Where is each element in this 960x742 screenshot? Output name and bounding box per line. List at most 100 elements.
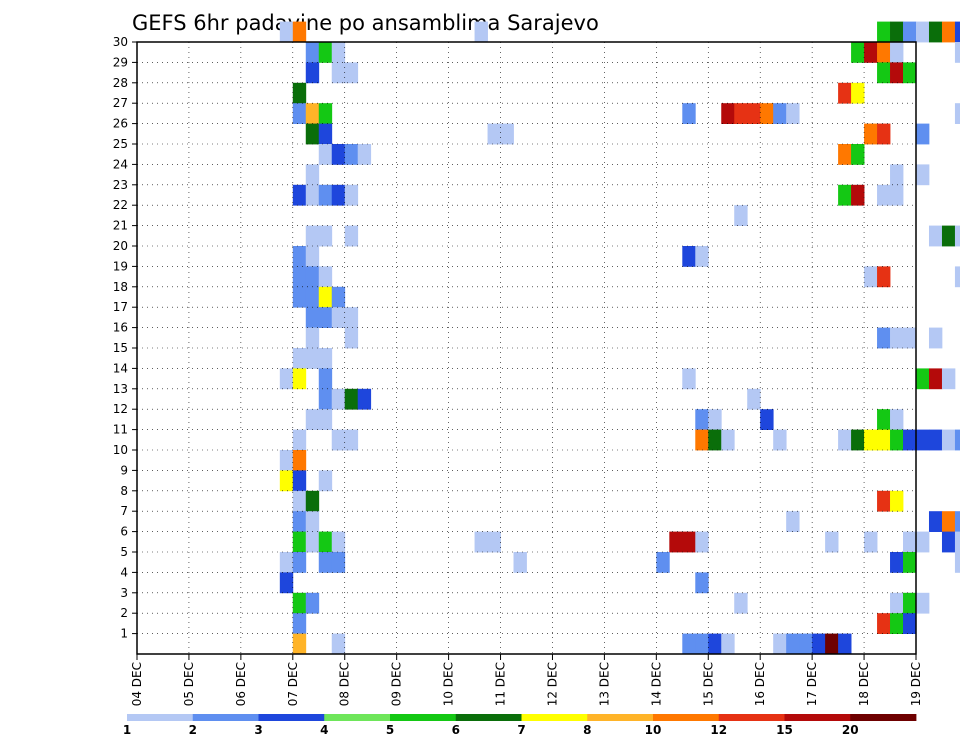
heatmap-cell	[487, 123, 501, 145]
heatmap-cell	[773, 103, 787, 124]
x-tick-label: 09 DEC	[390, 662, 404, 706]
heatmap-cell	[318, 123, 333, 145]
y-tick-label: 11	[113, 423, 128, 437]
heatmap-cell	[916, 531, 930, 553]
heatmap-cell	[318, 103, 333, 124]
heatmap-cell	[292, 613, 307, 634]
heatmap-cell	[773, 633, 787, 655]
heatmap-cell	[890, 490, 904, 512]
heatmap-cell	[344, 307, 359, 328]
heatmap-cell	[305, 490, 320, 512]
x-tick-label: 06 DEC	[234, 662, 248, 706]
heatmap-cell	[292, 511, 307, 532]
y-tick-label: 27	[113, 96, 128, 110]
heatmap-cell	[928, 429, 943, 451]
heatmap-cell	[695, 531, 709, 553]
y-tick-label: 13	[113, 382, 128, 396]
heatmap-cell	[747, 103, 761, 124]
heatmap-cell	[734, 103, 748, 124]
heatmap-cell	[318, 286, 333, 308]
heatmap-cell	[279, 450, 294, 471]
heatmap-cell	[344, 225, 359, 247]
heatmap-cell	[954, 103, 960, 124]
color-scale-label: 20	[842, 723, 859, 737]
y-tick-label: 28	[113, 76, 128, 90]
heatmap-cell	[864, 531, 878, 553]
heatmap-cell	[786, 511, 800, 532]
heatmap-cell	[812, 633, 826, 655]
heatmap-cell	[954, 511, 960, 532]
heatmap-cell	[292, 184, 307, 206]
heatmap-cell	[954, 21, 960, 43]
heatmap-cell	[877, 21, 891, 43]
y-tick-label: 17	[113, 300, 128, 314]
heatmap-cell	[292, 266, 307, 288]
heatmap-cell	[292, 552, 307, 573]
heatmap-cell	[786, 103, 800, 124]
heatmap-cell	[954, 225, 960, 247]
heatmap-cell	[305, 123, 320, 145]
color-scale-swatch	[718, 714, 785, 721]
heatmap-cell	[877, 490, 891, 512]
y-tick-label: 16	[113, 321, 128, 335]
y-tick-label: 4	[120, 565, 128, 579]
heatmap-cell	[305, 164, 320, 186]
heatmap-cell	[487, 531, 501, 553]
y-tick-label: 22	[113, 198, 128, 212]
heatmap-cell	[357, 144, 372, 165]
heatmap-cell	[695, 633, 709, 655]
heatmap-cell	[928, 368, 943, 390]
color-scale-swatch	[324, 714, 391, 721]
heatmap-cell	[877, 266, 891, 288]
heatmap-cell	[916, 164, 930, 186]
heatmap-cell	[682, 103, 696, 124]
y-tick-label: 6	[120, 525, 128, 539]
heatmap-cell	[318, 144, 333, 165]
heatmap-cell	[773, 429, 787, 451]
heatmap-cell	[890, 429, 904, 451]
heatmap-cell	[903, 592, 917, 614]
heatmap-cell	[357, 388, 372, 410]
heatmap-cell	[331, 552, 346, 573]
heatmap-cell	[305, 307, 320, 328]
heatmap-cell	[331, 429, 346, 451]
heatmap-cell	[474, 21, 488, 43]
heatmap-cell	[682, 368, 696, 390]
heatmap-cell	[851, 429, 865, 451]
heatmap-cell	[916, 429, 930, 451]
heatmap-cell	[708, 409, 722, 430]
x-tick-label: 10 DEC	[442, 662, 456, 706]
heatmap-cell	[708, 429, 722, 451]
heatmap-cell	[734, 205, 748, 226]
heatmap-cell	[279, 552, 294, 573]
x-tick-label: 19 DEC	[909, 662, 923, 706]
heatmap-cell	[318, 348, 333, 369]
x-tick-label: 13 DEC	[597, 662, 611, 706]
heatmap-cell	[825, 633, 839, 655]
heatmap-cell	[682, 633, 696, 655]
heatmap-cell	[916, 592, 930, 614]
heatmap-cell	[305, 531, 320, 553]
heatmap-cell	[344, 327, 359, 349]
color-scale-label: 5	[386, 723, 394, 737]
y-tick-label: 30	[113, 35, 128, 49]
heatmap-cell	[279, 572, 294, 594]
y-tick-label: 26	[113, 117, 128, 131]
x-axis-ticks: 04 DEC 05 DEC 06 DEC 07 DEC 08 DEC 09 DEC 10 D…	[130, 654, 923, 706]
heatmap-cell	[305, 103, 320, 124]
heatmap-cell	[838, 184, 852, 206]
heatmap-cell	[954, 531, 960, 553]
heatmap-cell	[941, 21, 956, 43]
heatmap-cell	[941, 429, 956, 451]
y-tick-label: 12	[113, 402, 128, 416]
heatmap-cell	[669, 531, 683, 553]
heatmap-cell	[838, 633, 852, 655]
heatmap-cell	[760, 409, 774, 430]
heatmap-cell	[877, 409, 891, 430]
heatmap-cell	[656, 552, 670, 573]
heatmap-cell	[331, 62, 346, 84]
heatmap-cell	[928, 21, 943, 43]
heatmap-cell	[500, 123, 514, 145]
heatmap-cell	[890, 184, 904, 206]
